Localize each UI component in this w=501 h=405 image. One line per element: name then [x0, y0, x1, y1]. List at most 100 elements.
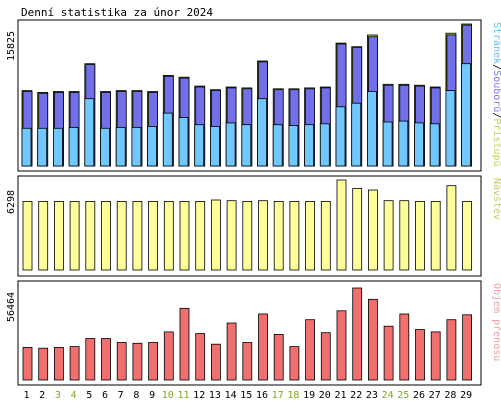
legend-separator: /: [491, 64, 501, 70]
legend-item: Přístupů: [491, 118, 501, 166]
x-tick-label: 17: [272, 390, 284, 401]
bar-visits-nvtv-day-3: [54, 200, 64, 271]
bar-visits-nvtv-day-6: [101, 200, 111, 271]
bar-visits-nvtv-day-25: [399, 200, 410, 271]
bar-hits-strnek-day-22: [351, 102, 362, 167]
x-tick-label: 8: [133, 390, 139, 401]
bar-hits-strnek-day-16: [257, 98, 267, 167]
bar-traffic-objempenosu-day-12: [195, 333, 206, 381]
bar-visits-nvtv-day-19: [305, 200, 316, 271]
bar-visits-nvtv-day-13: [210, 199, 221, 271]
x-tick-label: 1: [23, 390, 29, 401]
x-tick-label: 7: [118, 390, 124, 401]
bar-visits-nvtv-day-24: [383, 200, 394, 271]
bar-visits-nvtv-day-4: [69, 200, 80, 271]
bar-traffic-objempenosu-day-26: [415, 329, 425, 381]
y-max-label: 15825: [6, 31, 17, 61]
x-tick-label: 9: [149, 390, 155, 401]
bar-visits-nvtv-day-14: [226, 200, 237, 271]
bar-hits-strnek-day-14: [225, 122, 236, 167]
x-tick-label: 23: [366, 390, 378, 401]
x-tick-label: 4: [71, 390, 77, 401]
bar-visits-nvtv-day-29: [462, 200, 473, 271]
bar-hits-strnek-day-19: [304, 124, 315, 167]
bar-traffic-objempenosu-day-23: [367, 298, 378, 381]
x-tick-label: 5: [86, 390, 92, 401]
bar-traffic-objempenosu-day-10: [163, 331, 174, 381]
bar-traffic-objempenosu-day-21: [336, 310, 347, 381]
x-tick-label: 16: [256, 390, 268, 401]
x-tick-label: 10: [162, 390, 174, 401]
x-tick-label: 22: [350, 390, 362, 401]
bar-hits-strnek-day-23: [366, 91, 377, 167]
x-tick-label: 14: [225, 390, 237, 401]
bar-hits-strnek-day-15: [241, 124, 252, 167]
bar-visits-nvtv-day-15: [242, 200, 253, 271]
bar-traffic-objempenosu-day-29: [462, 314, 473, 381]
bar-hits-strnek-day-27: [429, 123, 440, 167]
bar-hits-strnek-day-9: [147, 126, 158, 167]
bar-visits-nvtv-day-5: [85, 200, 96, 271]
x-tick-label: 19: [303, 390, 315, 401]
bar-hits-strnek-day-25: [398, 120, 409, 167]
bar-visits-nvtv-day-12: [195, 200, 206, 271]
bar-hits-strnek-day-5: [84, 98, 95, 167]
y-max-label: 56464: [6, 292, 17, 322]
bar-traffic-objempenosu-day-16: [258, 313, 268, 381]
bar-hits-strnek-day-26: [414, 122, 424, 167]
bar-hits-strnek-day-11: [178, 117, 189, 167]
panel-border: [17, 175, 482, 277]
bar-traffic-objempenosu-day-8: [132, 342, 143, 381]
bar-traffic-objempenosu-day-18: [289, 346, 300, 381]
x-tick-label: 12: [193, 390, 205, 401]
x-tick-label: 6: [102, 390, 108, 401]
bar-traffic-objempenosu-day-4: [69, 346, 80, 381]
x-tick-label: 25: [397, 390, 409, 401]
bar-hits-strnek-day-2: [37, 127, 48, 167]
x-tick-label: 18: [287, 390, 299, 401]
bar-hits-strnek-day-12: [194, 124, 205, 167]
bar-traffic-objempenosu-day-25: [399, 313, 410, 381]
x-tick-label: 11: [177, 390, 189, 401]
bar-traffic-objempenosu-day-22: [352, 287, 363, 381]
bar-hits-strnek-day-20: [319, 123, 330, 167]
bar-visits-nvtv-day-27: [430, 200, 441, 271]
bar-traffic-objempenosu-day-14: [226, 322, 237, 381]
legend-item: Stránek: [491, 22, 501, 64]
bar-visits-nvtv-day-9: [148, 200, 159, 271]
bar-hits-strnek-day-18: [288, 125, 299, 167]
bar-visits-nvtv-day-21: [336, 179, 347, 271]
bar-hits-strnek-day-8: [131, 127, 142, 167]
bar-hits-strnek-day-7: [115, 127, 126, 167]
bar-traffic-objempenosu-day-11: [179, 307, 190, 381]
bar-visits-nvtv-day-17: [273, 200, 284, 271]
x-tick-label: 26: [413, 390, 425, 401]
bar-visits-nvtv-day-20: [320, 200, 331, 271]
bar-hits-strnek-day-3: [53, 127, 63, 167]
x-tick-label: 29: [460, 390, 472, 401]
bar-hits-strnek-day-24: [382, 121, 393, 167]
bar-visits-nvtv-day-10: [163, 200, 174, 271]
chart-panel-traffic: 56464 Objem přenosu: [6, 280, 501, 386]
x-tick-label: 20: [319, 390, 331, 401]
legend-item: Návštěv: [491, 178, 501, 220]
bar-visits-nvtv-day-1: [22, 200, 33, 271]
bar-hits-strnek-day-10: [162, 112, 173, 167]
bar-traffic-objempenosu-day-6: [101, 338, 111, 381]
x-tick-label: 2: [39, 390, 45, 401]
bar-hits-strnek-day-13: [209, 126, 220, 167]
legend-hits: Stránek/Souborů/Přístupů: [491, 22, 501, 167]
legend-separator: /: [491, 112, 501, 118]
bar-visits-nvtv-day-16: [258, 200, 268, 271]
bar-visits-nvtv-day-7: [116, 200, 127, 271]
legend-traffic: Objem přenosu: [491, 283, 501, 361]
bar-traffic-objempenosu-day-9: [148, 342, 159, 381]
x-tick-label: 15: [240, 390, 252, 401]
bar-traffic-objempenosu-day-27: [430, 331, 441, 381]
bar-traffic-objempenosu-day-24: [383, 325, 394, 381]
bar-traffic-objempenosu-day-3: [54, 346, 64, 381]
bar-visits-nvtv-day-2: [38, 200, 49, 271]
